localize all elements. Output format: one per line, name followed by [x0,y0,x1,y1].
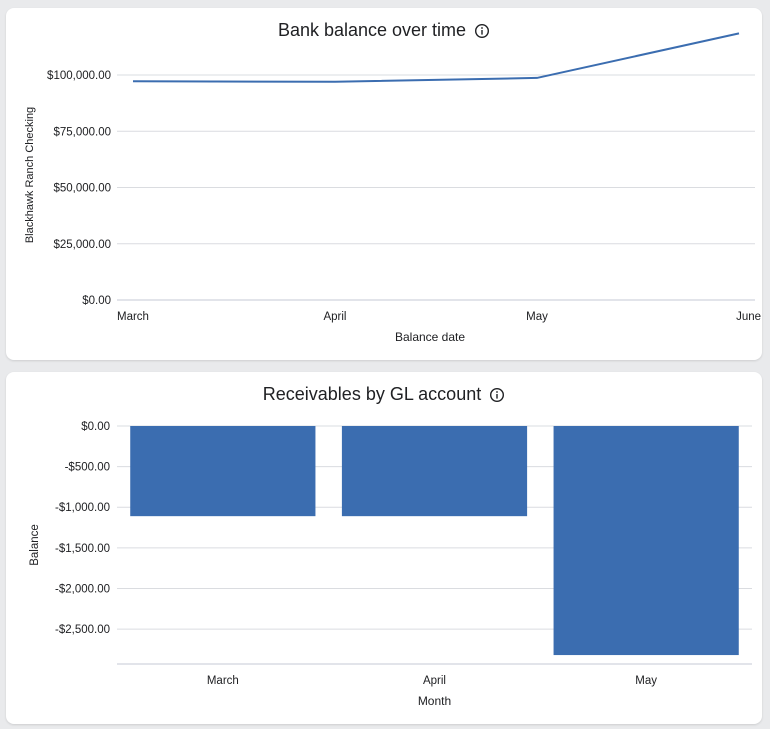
bank-balance-line-chart: $0.00 $25,000.00 $50,000.00 $75,000.00 $100,… [24,32,761,344]
x-tick-label: June [736,311,761,323]
y-tick-label: $75,000.00 [53,126,111,138]
receivables-bar [553,426,739,656]
x-axis-title: Month [418,694,451,708]
y-tick-label: $0.00 [82,295,111,307]
y-tick-label: -$500.00 [65,462,110,474]
receivables-card: Receivables by GL account $0.00 -$500.00 -… [6,372,762,724]
balance-series-line [132,32,740,83]
bank-balance-card: Bank balance over time $0.00 $25,000.00 $5… [6,8,762,360]
receivables-bar-chart: $0.00 -$500.00 -$1,000.00 -$1,500.00 -$2,000… [29,421,752,708]
receivables-title: Receivables by GL account [262,384,482,404]
info-icon[interactable] [474,23,490,39]
y-tick-label: -$2,000.00 [55,583,110,595]
info-icon[interactable] [489,387,505,403]
x-tick-label: March [207,675,239,687]
y-tick-label: $50,000.00 [53,183,111,195]
receivables-title-row: Receivables by GL account [6,384,762,405]
x-tick-label: May [635,675,657,687]
x-tick-label: April [423,675,446,687]
y-axis-title: Balance [29,524,41,566]
y-tick-label: -$1,000.00 [55,502,110,514]
receivables-bar [341,426,528,517]
x-tick-label: May [526,311,548,323]
y-tick-label: $25,000.00 [53,239,111,251]
bank-balance-title-row: Bank balance over time [6,20,762,41]
bank-balance-title: Bank balance over time [277,20,467,40]
y-tick-label: $0.00 [81,421,110,433]
receivables-bar [130,426,316,517]
x-axis-title: Balance date [395,330,465,344]
y-tick-label: $100,000.00 [47,70,111,82]
y-tick-label: -$1,500.00 [55,543,110,555]
y-axis-title: Blackhawk Ranch Checking [24,107,36,243]
x-tick-label: March [117,311,149,323]
x-tick-label: April [323,311,346,323]
y-tick-label: -$2,500.00 [55,624,110,636]
